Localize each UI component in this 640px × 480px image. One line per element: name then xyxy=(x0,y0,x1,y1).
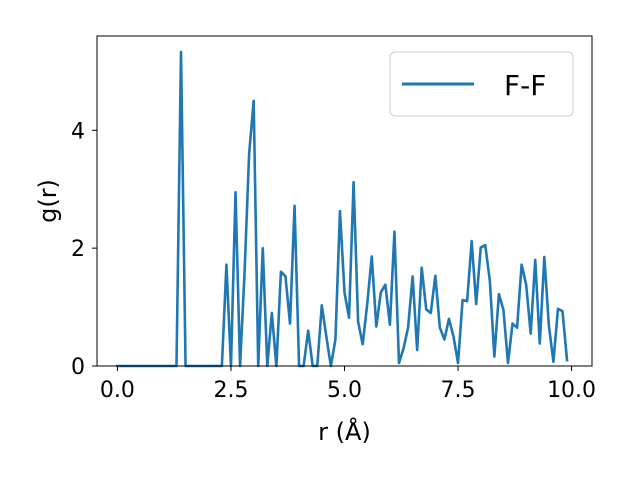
x-tick-label: 0.0 xyxy=(100,378,135,403)
legend-label: F-F xyxy=(504,69,546,102)
y-tick-label: 4 xyxy=(71,119,85,144)
y-axis: 0 2 4 xyxy=(71,119,97,380)
legend: F-F xyxy=(389,51,574,117)
y-axis-label: g(r) xyxy=(34,179,62,223)
axes-frame xyxy=(96,35,593,367)
x-tick-label: 7.5 xyxy=(441,378,476,403)
x-axis: 0.0 2.5 5.0 7.5 10.0 xyxy=(100,366,596,403)
x-axis-label: r (Å) xyxy=(318,417,371,446)
x-tick-label: 2.5 xyxy=(213,378,248,403)
y-tick-label: 2 xyxy=(71,237,85,262)
legend-frame xyxy=(389,51,574,117)
y-tick-label: 0 xyxy=(71,355,85,380)
x-tick-label: 5.0 xyxy=(327,378,362,403)
x-tick-label: 10.0 xyxy=(547,378,596,403)
